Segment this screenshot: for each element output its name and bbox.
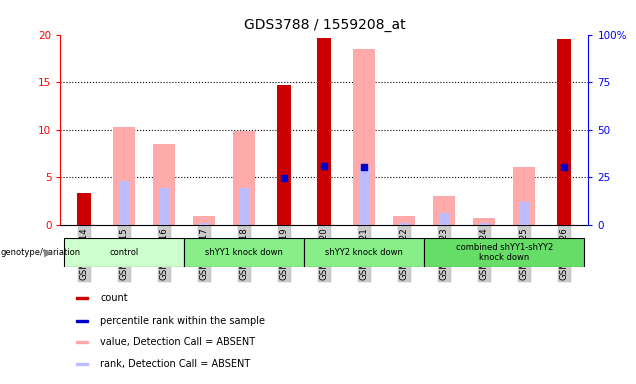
Text: shYY2 knock down: shYY2 knock down	[326, 248, 403, 257]
Bar	[433, 196, 455, 225]
Bar	[80, 205, 90, 225]
Bar	[76, 341, 88, 343]
Text: rank, Detection Call = ABSENT: rank, Detection Call = ABSENT	[100, 359, 250, 369]
Text: count: count	[100, 293, 128, 303]
Bar	[193, 216, 216, 225]
Bar	[277, 85, 291, 225]
Bar	[359, 167, 370, 225]
Bar	[354, 49, 375, 225]
Bar	[305, 238, 424, 267]
Bar	[317, 38, 331, 225]
Bar	[200, 223, 209, 225]
Bar	[76, 319, 88, 322]
Text: percentile rank within the sample: percentile rank within the sample	[100, 316, 265, 326]
Bar	[184, 238, 305, 267]
Bar	[113, 127, 135, 225]
Bar	[473, 218, 495, 225]
Text: shYY1 knock down: shYY1 knock down	[205, 248, 283, 257]
Bar	[160, 187, 169, 225]
Bar	[480, 223, 489, 225]
Bar	[233, 131, 256, 225]
Bar	[78, 193, 92, 225]
Bar	[520, 202, 529, 225]
Bar	[239, 187, 249, 225]
Text: genotype/variation: genotype/variation	[1, 248, 81, 257]
Bar	[76, 296, 88, 299]
Bar	[153, 144, 176, 225]
Bar	[393, 216, 415, 225]
Title: GDS3788 / 1559208_at: GDS3788 / 1559208_at	[244, 18, 405, 32]
Bar	[424, 238, 584, 267]
Text: value, Detection Call = ABSENT: value, Detection Call = ABSENT	[100, 337, 255, 347]
Bar	[439, 213, 449, 225]
Bar	[64, 238, 184, 267]
Bar	[399, 223, 410, 225]
Bar	[513, 167, 536, 225]
Bar	[76, 363, 88, 365]
Bar	[557, 39, 571, 225]
Text: combined shYY1-shYY2
knock down: combined shYY1-shYY2 knock down	[456, 243, 553, 262]
Text: control: control	[110, 248, 139, 257]
Bar	[120, 181, 129, 225]
Text: ▶: ▶	[44, 248, 52, 258]
